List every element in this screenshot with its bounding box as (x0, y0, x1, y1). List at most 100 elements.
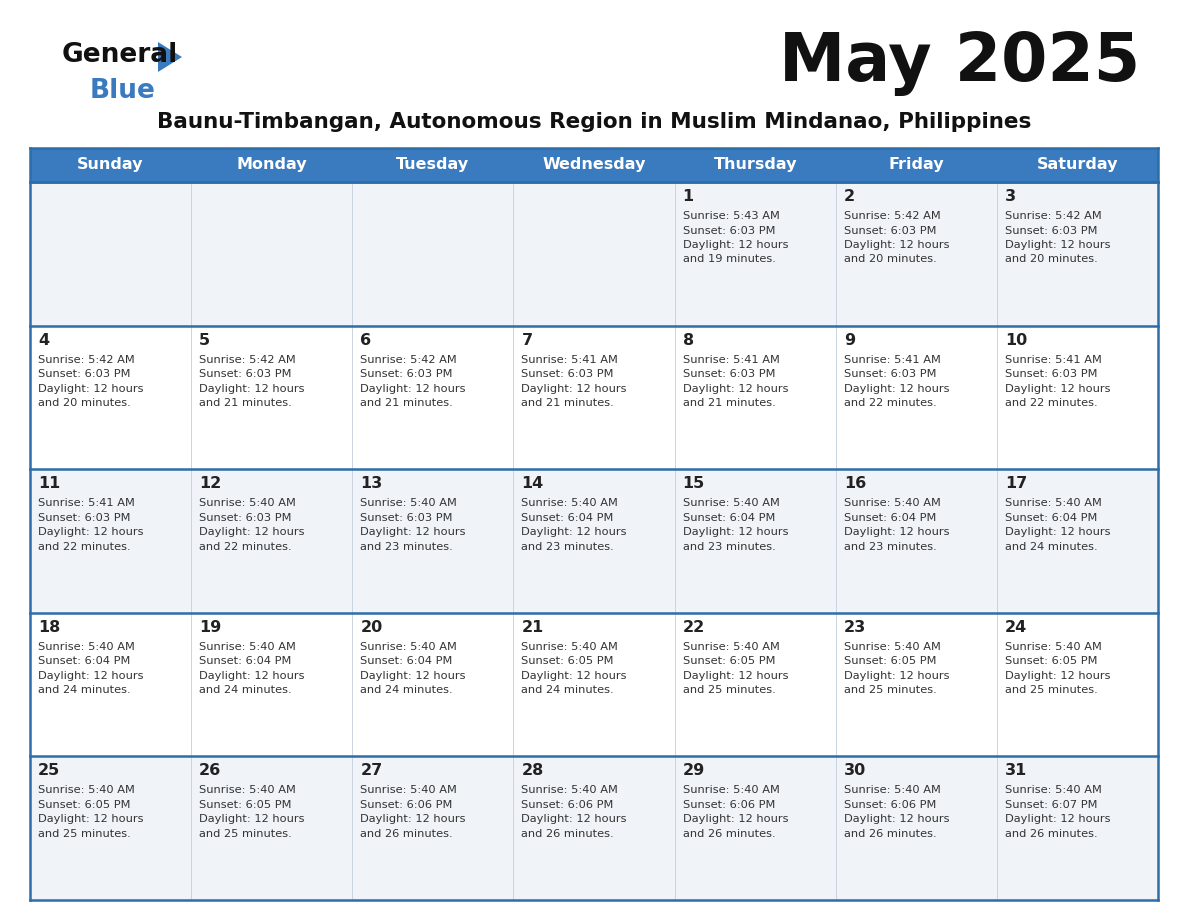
Text: Sunset: 6:03 PM: Sunset: 6:03 PM (1005, 226, 1098, 236)
Text: 5: 5 (200, 332, 210, 348)
Text: and 21 minutes.: and 21 minutes. (360, 398, 453, 409)
Text: and 26 minutes.: and 26 minutes. (683, 829, 776, 839)
Text: Sunset: 6:04 PM: Sunset: 6:04 PM (843, 512, 936, 522)
Text: Sunrise: 5:40 AM: Sunrise: 5:40 AM (522, 642, 618, 652)
Text: 15: 15 (683, 476, 704, 491)
Text: and 20 minutes.: and 20 minutes. (1005, 254, 1098, 264)
Bar (30, 148, 1158, 182)
Text: Daylight: 12 hours: Daylight: 12 hours (38, 384, 144, 394)
Text: 7: 7 (522, 332, 532, 348)
Text: Thursday: Thursday (713, 158, 797, 173)
Text: Sunrise: 5:40 AM: Sunrise: 5:40 AM (683, 498, 779, 509)
Text: and 21 minutes.: and 21 minutes. (522, 398, 614, 409)
Text: 10: 10 (1005, 332, 1028, 348)
Text: 1: 1 (683, 189, 694, 204)
Text: Sunrise: 5:41 AM: Sunrise: 5:41 AM (683, 354, 779, 364)
Text: Sunrise: 5:42 AM: Sunrise: 5:42 AM (360, 354, 457, 364)
Text: and 25 minutes.: and 25 minutes. (683, 686, 776, 695)
Text: 12: 12 (200, 476, 221, 491)
Text: Sunrise: 5:42 AM: Sunrise: 5:42 AM (843, 211, 941, 221)
Text: Sunrise: 5:40 AM: Sunrise: 5:40 AM (843, 786, 941, 795)
Text: and 24 minutes.: and 24 minutes. (360, 686, 453, 695)
Text: Sunset: 6:03 PM: Sunset: 6:03 PM (360, 369, 453, 379)
Text: Sunday: Sunday (77, 158, 144, 173)
Text: Sunrise: 5:41 AM: Sunrise: 5:41 AM (522, 354, 618, 364)
Text: Sunrise: 5:40 AM: Sunrise: 5:40 AM (200, 786, 296, 795)
Text: Sunrise: 5:41 AM: Sunrise: 5:41 AM (38, 498, 135, 509)
Text: Sunrise: 5:40 AM: Sunrise: 5:40 AM (360, 642, 457, 652)
Text: 6: 6 (360, 332, 372, 348)
Text: Daylight: 12 hours: Daylight: 12 hours (843, 671, 949, 681)
Text: Sunset: 6:03 PM: Sunset: 6:03 PM (360, 512, 453, 522)
Text: and 25 minutes.: and 25 minutes. (38, 829, 131, 839)
Text: Sunrise: 5:40 AM: Sunrise: 5:40 AM (38, 786, 135, 795)
Text: Friday: Friday (889, 158, 944, 173)
Text: 16: 16 (843, 476, 866, 491)
Text: Sunset: 6:06 PM: Sunset: 6:06 PM (522, 800, 614, 810)
Bar (30, 613, 1158, 756)
Text: Sunset: 6:06 PM: Sunset: 6:06 PM (683, 800, 775, 810)
Text: 26: 26 (200, 764, 221, 778)
Text: Sunset: 6:05 PM: Sunset: 6:05 PM (843, 656, 936, 666)
Text: 18: 18 (38, 620, 61, 635)
Text: and 25 minutes.: and 25 minutes. (1005, 686, 1098, 695)
Text: Sunrise: 5:40 AM: Sunrise: 5:40 AM (843, 498, 941, 509)
Text: Sunset: 6:03 PM: Sunset: 6:03 PM (522, 369, 614, 379)
Text: Sunset: 6:04 PM: Sunset: 6:04 PM (360, 656, 453, 666)
Text: Daylight: 12 hours: Daylight: 12 hours (200, 384, 304, 394)
Text: Daylight: 12 hours: Daylight: 12 hours (200, 527, 304, 537)
Text: and 19 minutes.: and 19 minutes. (683, 254, 776, 264)
Text: Sunrise: 5:40 AM: Sunrise: 5:40 AM (200, 498, 296, 509)
Text: Sunset: 6:03 PM: Sunset: 6:03 PM (683, 369, 775, 379)
Text: Daylight: 12 hours: Daylight: 12 hours (1005, 527, 1111, 537)
Text: Sunrise: 5:40 AM: Sunrise: 5:40 AM (843, 642, 941, 652)
Bar (30, 326, 1158, 469)
Text: 28: 28 (522, 764, 544, 778)
Text: and 23 minutes.: and 23 minutes. (683, 542, 776, 552)
Text: 23: 23 (843, 620, 866, 635)
Text: Sunrise: 5:40 AM: Sunrise: 5:40 AM (1005, 498, 1101, 509)
Text: Sunset: 6:04 PM: Sunset: 6:04 PM (522, 512, 614, 522)
Text: 2: 2 (843, 189, 855, 204)
Text: Daylight: 12 hours: Daylight: 12 hours (522, 527, 627, 537)
Text: Sunset: 6:03 PM: Sunset: 6:03 PM (200, 369, 291, 379)
Text: Daylight: 12 hours: Daylight: 12 hours (1005, 671, 1111, 681)
Text: Sunset: 6:05 PM: Sunset: 6:05 PM (522, 656, 614, 666)
Text: and 21 minutes.: and 21 minutes. (200, 398, 292, 409)
Text: and 25 minutes.: and 25 minutes. (200, 829, 292, 839)
Text: Sunset: 6:04 PM: Sunset: 6:04 PM (1005, 512, 1098, 522)
Text: Sunset: 6:04 PM: Sunset: 6:04 PM (200, 656, 291, 666)
Text: 29: 29 (683, 764, 704, 778)
Text: Sunrise: 5:40 AM: Sunrise: 5:40 AM (522, 498, 618, 509)
Text: Daylight: 12 hours: Daylight: 12 hours (683, 384, 788, 394)
Text: 4: 4 (38, 332, 49, 348)
Text: 3: 3 (1005, 189, 1016, 204)
Text: and 26 minutes.: and 26 minutes. (1005, 829, 1098, 839)
Text: Sunrise: 5:42 AM: Sunrise: 5:42 AM (38, 354, 134, 364)
Text: 11: 11 (38, 476, 61, 491)
Text: and 26 minutes.: and 26 minutes. (843, 829, 936, 839)
Text: Wednesday: Wednesday (542, 158, 646, 173)
Text: Daylight: 12 hours: Daylight: 12 hours (843, 384, 949, 394)
Text: Baunu-Timbangan, Autonomous Region in Muslim Mindanao, Philippines: Baunu-Timbangan, Autonomous Region in Mu… (157, 112, 1031, 132)
Text: May 2025: May 2025 (779, 30, 1140, 96)
Text: Daylight: 12 hours: Daylight: 12 hours (200, 814, 304, 824)
Text: Daylight: 12 hours: Daylight: 12 hours (683, 240, 788, 250)
Text: Sunset: 6:03 PM: Sunset: 6:03 PM (200, 512, 291, 522)
Bar (30, 469, 1158, 613)
Bar (30, 756, 1158, 900)
Text: Sunrise: 5:41 AM: Sunrise: 5:41 AM (1005, 354, 1101, 364)
Text: 19: 19 (200, 620, 221, 635)
Text: Daylight: 12 hours: Daylight: 12 hours (1005, 814, 1111, 824)
Text: Daylight: 12 hours: Daylight: 12 hours (683, 671, 788, 681)
Text: and 24 minutes.: and 24 minutes. (38, 686, 131, 695)
Text: Sunrise: 5:43 AM: Sunrise: 5:43 AM (683, 211, 779, 221)
Text: 24: 24 (1005, 620, 1028, 635)
Text: and 20 minutes.: and 20 minutes. (843, 254, 936, 264)
Text: Sunrise: 5:42 AM: Sunrise: 5:42 AM (200, 354, 296, 364)
Text: Sunset: 6:04 PM: Sunset: 6:04 PM (38, 656, 131, 666)
Text: and 23 minutes.: and 23 minutes. (843, 542, 936, 552)
Text: Sunrise: 5:40 AM: Sunrise: 5:40 AM (522, 786, 618, 795)
Text: Daylight: 12 hours: Daylight: 12 hours (843, 814, 949, 824)
Bar (30, 182, 1158, 326)
